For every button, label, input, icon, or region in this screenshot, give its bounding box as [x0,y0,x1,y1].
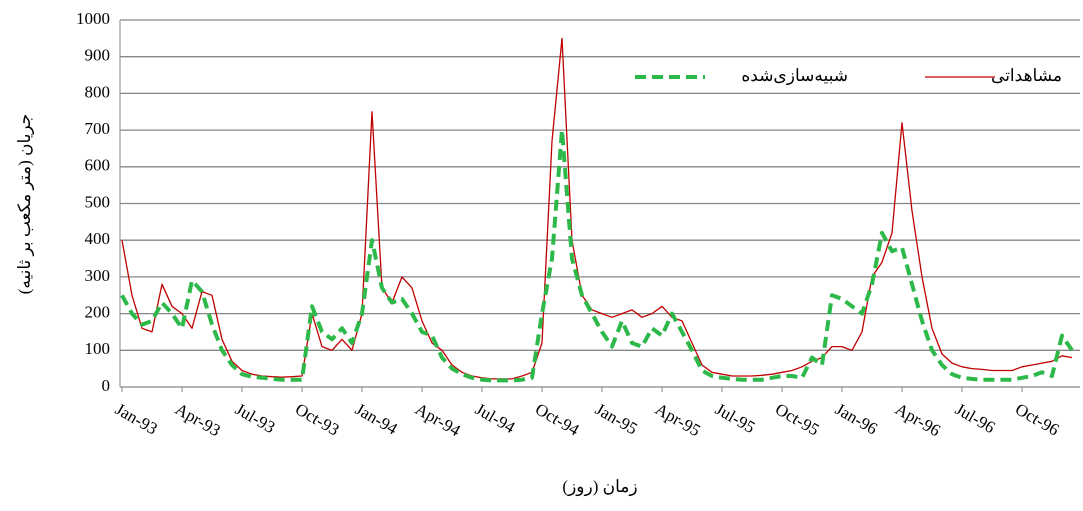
x-tick-label: Apr-95 [652,399,704,440]
x-tick-label: Oct-93 [292,399,342,439]
x-tick-label: Apr-93 [172,399,224,440]
data-line [120,128,1074,383]
y-tick-label: 800 [85,82,111,101]
x-tick-label: Jan-94 [352,399,401,438]
y-tick-label: 200 [85,303,111,322]
data-line [121,37,1073,380]
legend-label: مشاهداتی [991,66,1062,85]
x-tick-label: Jan-95 [592,399,641,438]
x-tick-label: Jul-96 [952,399,998,437]
x-tick-label: Apr-94 [412,399,464,440]
x-tick-label: Jul-93 [232,399,278,437]
y-tick-label: 100 [85,339,111,358]
x-tick-label: Oct-95 [772,399,822,439]
y-tick-label: 700 [85,119,111,138]
y-tick-label: 600 [85,156,111,175]
x-tick-label: Jul-95 [712,399,758,437]
y-tick-label: 500 [85,192,111,211]
y-tick-label: 400 [85,229,111,248]
x-tick-label: Jan-93 [112,399,161,438]
y-tick-label: 1000 [76,9,110,28]
y-tick-label: 0 [102,376,111,395]
x-tick-label: Jan-96 [832,399,881,438]
y-tick-label: 900 [85,46,111,65]
x-axis-label: زمان (روز) [562,477,637,497]
y-tick-label: 300 [85,266,111,285]
x-tick-label: Jul-94 [472,399,519,437]
y-axis-label: جریان (متر مکعب بر ثانیه) [15,114,35,295]
x-tick-label: Oct-96 [1012,399,1062,439]
x-tick-label: Apr-96 [892,399,944,440]
legend-label: شبیه‌سازی‌شده [741,66,848,86]
x-tick-label: Oct-94 [532,399,583,439]
